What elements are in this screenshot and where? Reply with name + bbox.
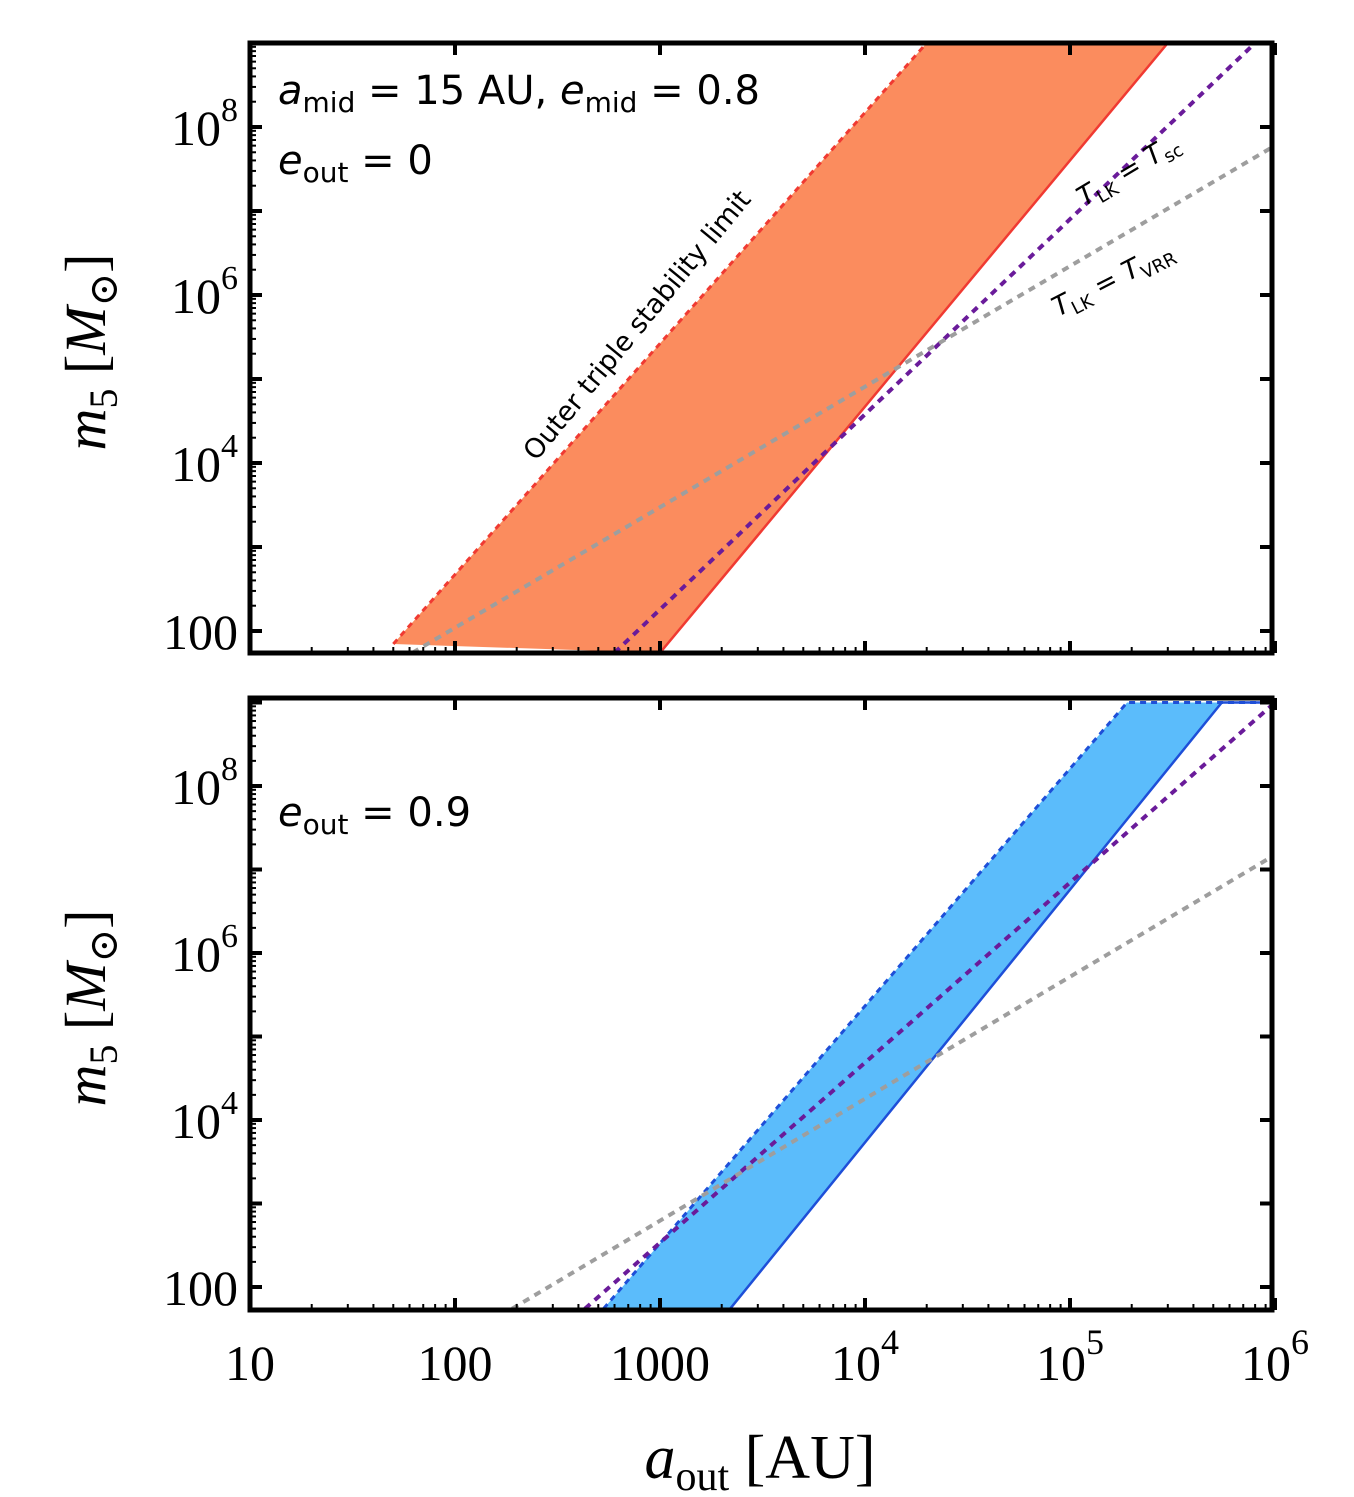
x-axis-title: aout [AU] [644, 1424, 875, 1497]
y-tick-label: 108 [171, 751, 238, 815]
x-tick-label: 100 [418, 1335, 493, 1391]
y-tick-label: 108 [171, 92, 238, 156]
label-tlk-tvrr: TLK = TVRR [1047, 236, 1180, 327]
top-band-upper-edge [392, 43, 1272, 645]
bottom-band-upper-edge [602, 701, 1272, 1310]
top-frame [247, 40, 1275, 656]
bottom-frame [247, 695, 1275, 1313]
bottom-panel: 100 104 106 108 10 100 1000 104 105 106 eout = 0… [53, 695, 1309, 1497]
y-tick-label: 104 [171, 428, 238, 492]
top-x-ticks [248, 43, 1277, 653]
bottom-y-axis-title: m5 [M⊙] [53, 910, 126, 1107]
top-series-tlk-tvrr [411, 145, 1272, 653]
top-panel: 100 104 106 108 amid = 15 AU, emid = 0.8 eo… [53, 40, 1277, 660]
bottom-band-lower-edge [729, 701, 1272, 1310]
bottom-series-tlk-tvrr [511, 854, 1272, 1310]
y-tick-label: 104 [171, 1085, 238, 1149]
y-tick-label: 106 [171, 918, 238, 982]
top-band-lower-edge [659, 43, 1272, 653]
x-tick-label: 105 [1036, 1322, 1104, 1391]
bottom-x-axis: 10 100 1000 104 105 106 [225, 698, 1309, 1391]
top-annotation-eout: eout = 0 [278, 138, 433, 189]
y-tick-label: 100 [163, 604, 238, 660]
x-tick-label: 106 [1241, 1322, 1309, 1391]
bottom-series-tlk-tsc [583, 702, 1272, 1310]
y-tick-label: 106 [171, 260, 238, 324]
bottom-annotation-eout: eout = 0.9 [278, 790, 471, 841]
x-tick-label: 10 [225, 1335, 275, 1391]
top-y-axis-title: m5 [M⊙] [53, 254, 126, 451]
top-band-fill [393, 43, 1272, 653]
top-y-axis: 100 104 106 108 [163, 41, 1272, 660]
label-tlk-tsc: TLK = Tsc [1072, 128, 1188, 217]
x-tick-label: 1000 [610, 1335, 710, 1391]
y-tick-label: 100 [163, 1260, 238, 1316]
x-tick-label: 104 [831, 1322, 899, 1391]
bottom-y-axis: 100 104 106 108 [163, 700, 1272, 1316]
top-annotation-amid-emid: amid = 15 AU, emid = 0.8 [278, 68, 760, 119]
